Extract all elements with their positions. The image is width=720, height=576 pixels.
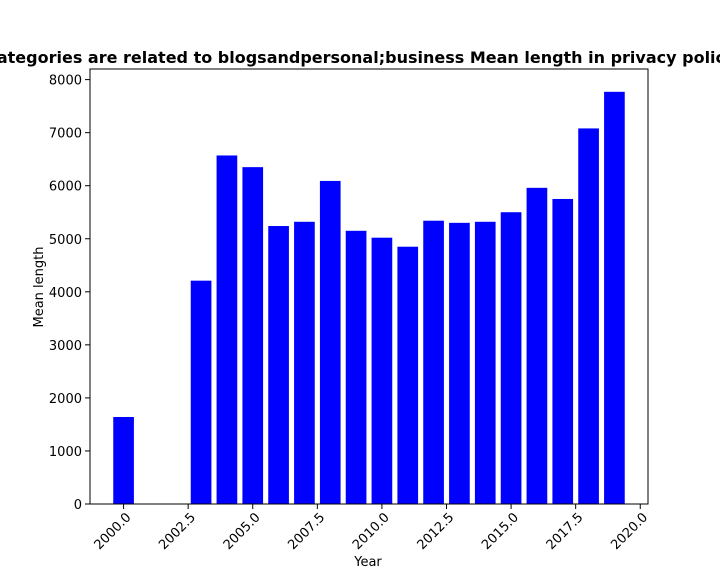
y-tick-label: 4000	[49, 286, 82, 301]
y-tick-label: 5000	[49, 233, 82, 248]
bar-2014	[474, 221, 496, 504]
bar-2004	[216, 155, 238, 504]
x-tick-label: 2012.5	[415, 510, 458, 553]
plot-frame	[89, 68, 649, 505]
x-tick-label: 2000.0	[92, 510, 135, 553]
x-axis-ticks: 2000.0 2002.5 2005.0 2007.5 2010.0 2012.5 2015…	[92, 504, 651, 553]
x-tick-label: 2010.0	[350, 510, 393, 553]
x-tick-label: 2015.0	[479, 510, 522, 553]
x-axis-label: Year	[353, 555, 382, 570]
bar-2016	[526, 187, 548, 504]
bar-2006	[268, 226, 289, 504]
bar-2008	[319, 180, 341, 504]
bar-2012	[423, 220, 444, 504]
bar-2017	[552, 198, 574, 504]
x-tick-label: 2007.5	[285, 510, 328, 553]
bar-2003	[190, 280, 212, 504]
x-tick-label: 2005.0	[221, 510, 264, 553]
y-tick-label: 0	[74, 498, 82, 513]
bar-2010	[371, 237, 393, 504]
bar-2019	[604, 91, 625, 504]
y-tick-label: 2000	[49, 392, 82, 407]
y-tick-label: 8000	[49, 74, 82, 89]
x-tick-label: 2002.5	[156, 510, 199, 553]
y-axis-label: Mean length	[32, 247, 47, 328]
y-tick-label: 1000	[49, 445, 82, 460]
bar-2000	[113, 417, 134, 504]
chart-title: Categories are related to blogsandperson…	[0, 48, 720, 67]
y-tick-label: 7000	[49, 127, 82, 142]
x-tick-label: 2017.5	[544, 510, 587, 553]
bar-2005	[242, 167, 264, 504]
bars-group	[113, 91, 625, 505]
x-tick-label: 2020.0	[608, 510, 651, 553]
bar-2015	[500, 212, 522, 505]
bar-2013	[449, 222, 470, 504]
bar-2011	[397, 246, 419, 504]
y-axis-ticks: 0 1000 2000 3000 4000 5000 6000 7000 8000	[49, 74, 90, 513]
y-tick-label: 3000	[49, 339, 82, 354]
y-tick-label: 6000	[49, 180, 82, 195]
bar-2009	[345, 230, 367, 505]
bar-2007	[294, 221, 315, 504]
bar-2018	[578, 128, 599, 505]
